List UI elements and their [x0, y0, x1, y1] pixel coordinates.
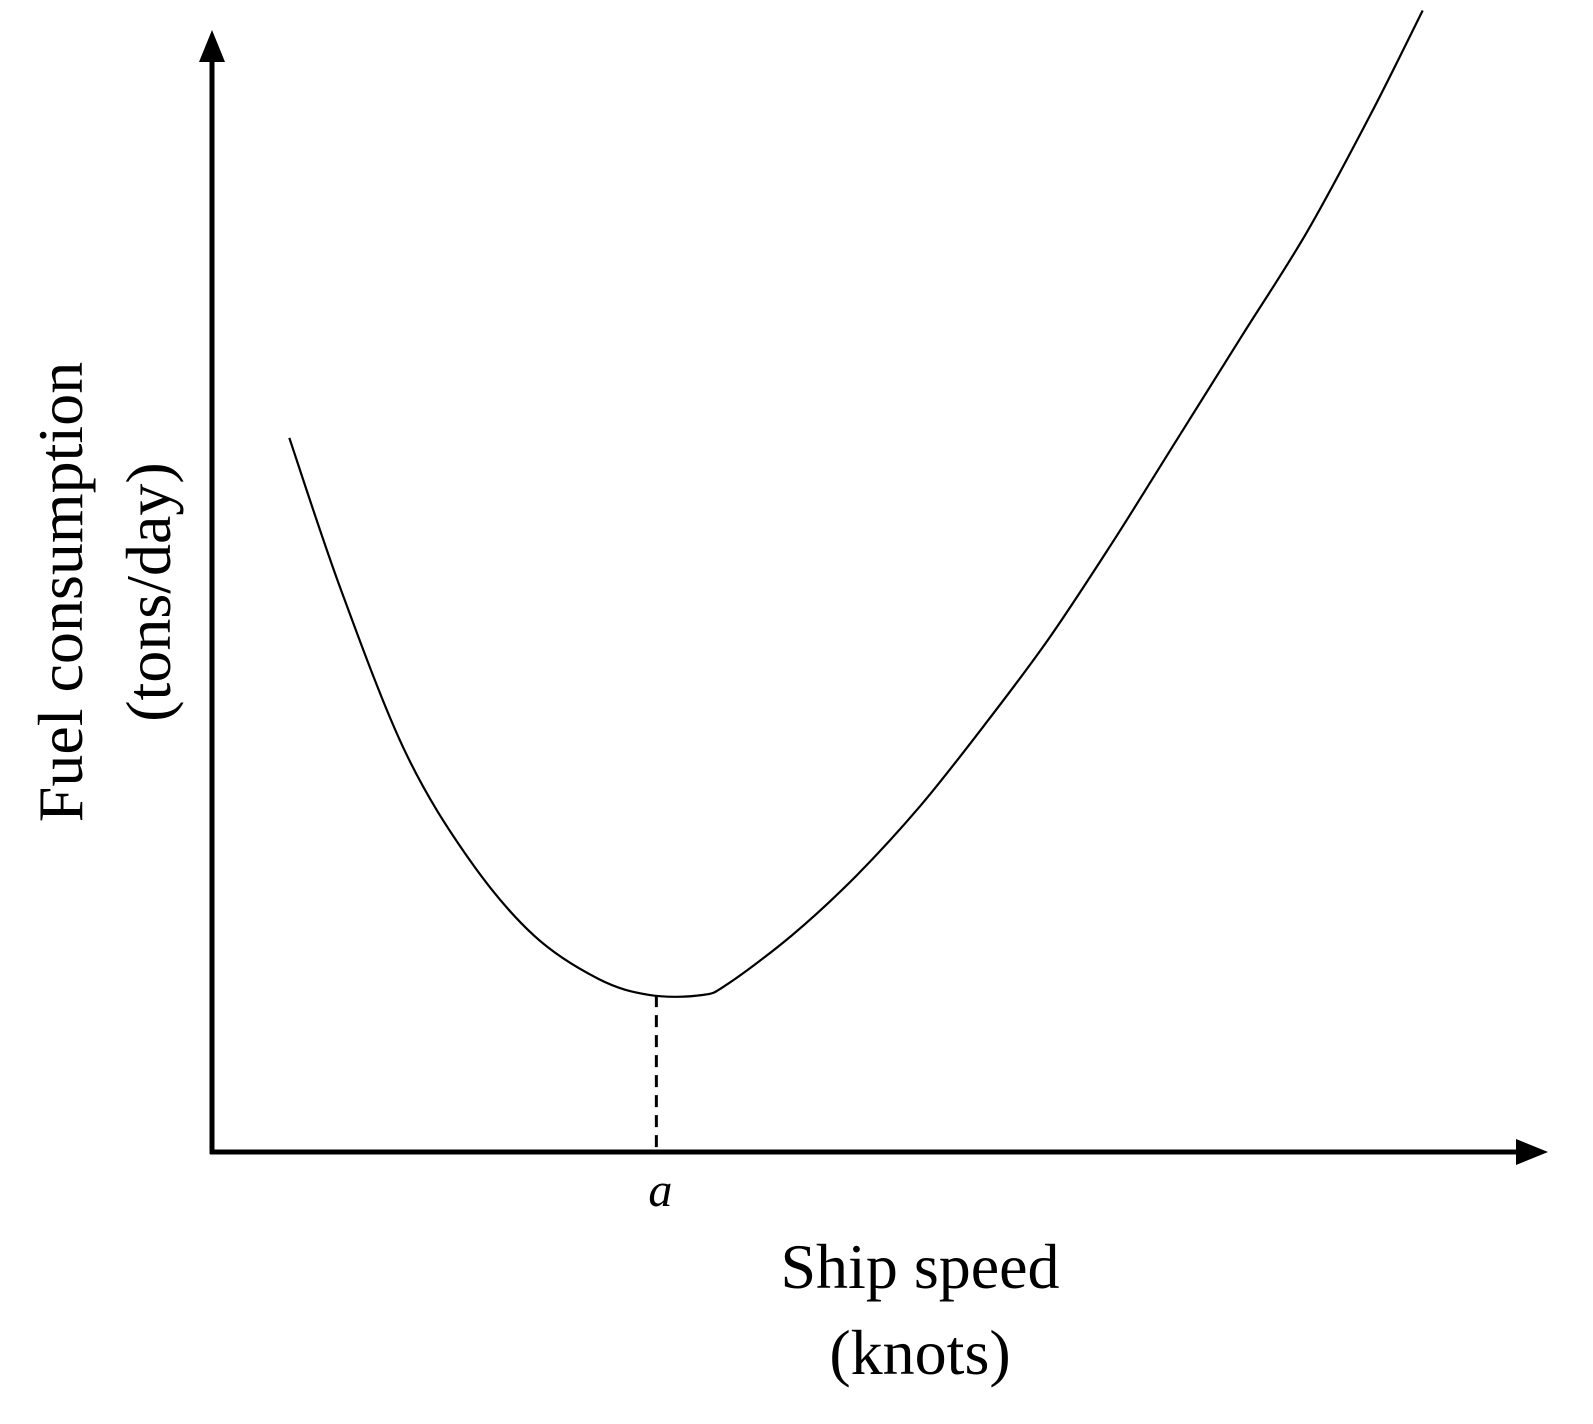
x-axis-label: Ship speed: [780, 1231, 1059, 1302]
x-axis-arrowhead: [1516, 1139, 1548, 1165]
fuel-consumption-curve: [288, 10, 1424, 998]
axes: [199, 30, 1548, 1165]
x-tick-label-a: a: [648, 1164, 672, 1217]
x-axis-unit: (knots): [829, 1317, 1010, 1388]
y-axis-unit: (tons/day): [113, 462, 184, 722]
y-axis-arrowhead: [199, 30, 225, 62]
y-axis-label: Fuel consumption: [25, 362, 96, 822]
